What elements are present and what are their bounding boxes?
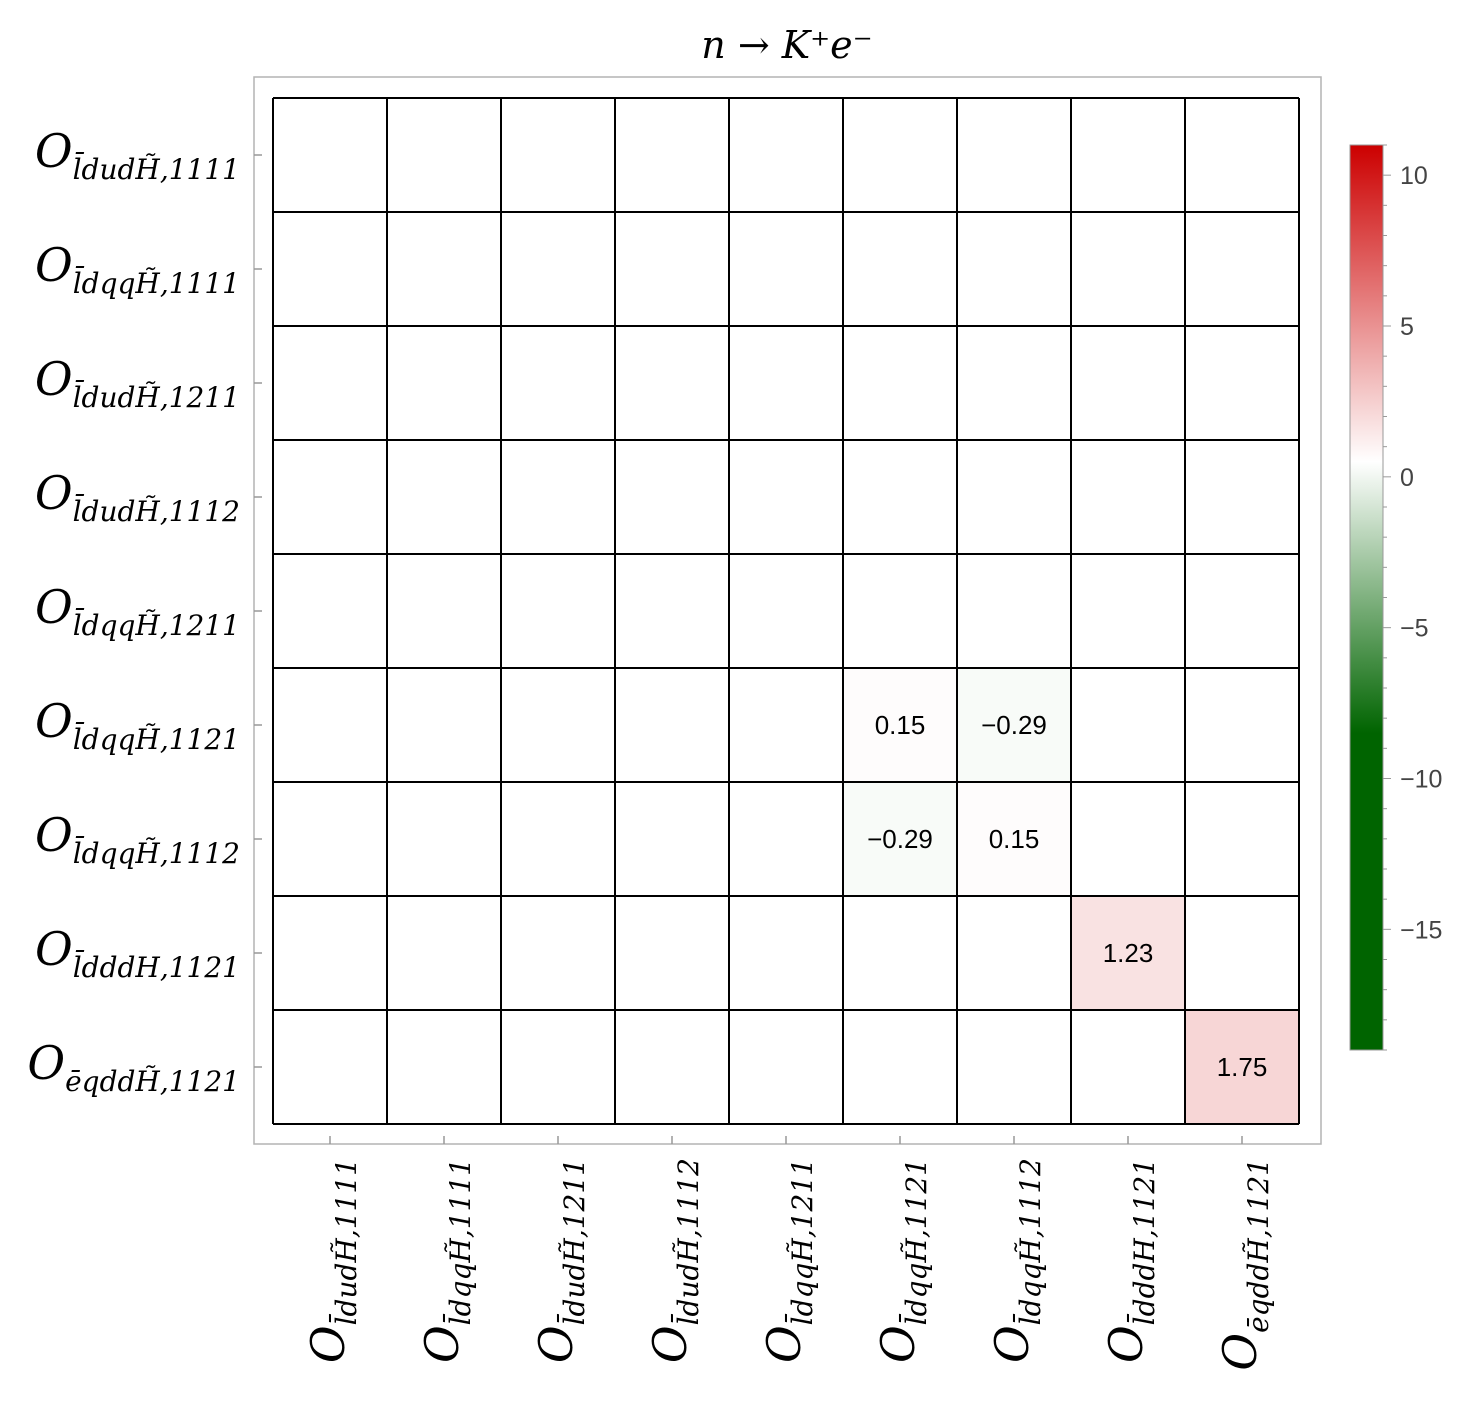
row-label-3: Ol̄dudH̃,1112: [35, 466, 240, 528]
cell-value-label: 1.75: [1217, 1052, 1268, 1082]
colorbar-tick-label: 10: [1400, 162, 1428, 190]
chart-title: n → K⁺e⁻: [701, 23, 872, 67]
row-label-7: Ol̄dddH,1121: [35, 922, 240, 984]
colorbar-tick-label: 0: [1400, 464, 1414, 492]
row-label-sub: l̄dqqH̃,1121: [73, 721, 240, 756]
row-label-8: OēqddH̃,1121: [27, 1036, 240, 1098]
heatmap-cell-r5-c6: [957, 668, 1071, 782]
row-label-sub: l̄dudH̃,1112: [73, 493, 240, 528]
row-label-main: O: [35, 808, 73, 862]
column-label-sub: l̄dqqH̃,1211: [784, 1158, 819, 1325]
row-label-sub: l̄dudH̃,1111: [73, 151, 240, 186]
row-label-main: O: [35, 124, 73, 178]
heatmap-grid: [272, 97, 1300, 1125]
column-label-main: O: [1099, 1325, 1153, 1363]
column-label-2: Ol̄dudH̃,1211: [529, 1158, 591, 1363]
heatmap-cell-r5-c5: [843, 668, 957, 782]
column-label-5: Ol̄dqqH̃,1121: [871, 1158, 933, 1363]
row-label-main: O: [35, 580, 73, 634]
cell-value-label: 0.15: [875, 710, 926, 740]
column-label-6: Ol̄dqqH̃,1112: [985, 1158, 1047, 1363]
colorbar-tick-label: −15: [1400, 916, 1442, 944]
row-label-sub: l̄dqqH̃,1111: [73, 265, 240, 300]
column-label-main: O: [1213, 1333, 1267, 1371]
colorbar-gradient: [1349, 144, 1384, 1051]
column-label-sub: l̄dqqH̃,1112: [1012, 1158, 1047, 1325]
column-label-4: Ol̄dqqH̃,1211: [757, 1158, 819, 1363]
row-label-4: Ol̄dqqH̃,1211: [35, 580, 240, 642]
row-label-sub: l̄dqqH̃,1211: [73, 607, 240, 642]
column-label-sub: l̄dudH̃,1211: [556, 1158, 591, 1325]
row-label-6: Ol̄dqqH̃,1112: [35, 808, 240, 870]
row-label-5: Ol̄dqqH̃,1121: [35, 694, 240, 756]
row-label-2: Ol̄dudH̃,1211: [35, 352, 240, 414]
column-labels: Ol̄dudH̃,1111Ol̄dqqH̃,1111Ol̄dudH̃,1211O…: [301, 1136, 1275, 1371]
row-label-sub: l̄dddH,1121: [73, 949, 240, 984]
row-label-sub: ēqddH̃,1121: [65, 1065, 240, 1098]
row-label-main: O: [35, 694, 73, 748]
column-label-sub: l̄dudH̃,1112: [670, 1158, 705, 1325]
cell-labels: 0.15 −0.29 −0.29 0.15 1.23 1.75: [867, 710, 1267, 1082]
column-label-8: OēqddH̃,1121: [1213, 1158, 1275, 1371]
column-label-main: O: [757, 1325, 811, 1363]
row-label-0: Ol̄dudH̃,1111: [35, 124, 240, 186]
heatmap-cell-r6-c5: [843, 782, 957, 896]
column-label-main: O: [985, 1325, 1039, 1363]
column-label-sub: l̄dddH,1121: [1126, 1158, 1161, 1325]
heatmap-cell-r7-c7: [1071, 896, 1185, 1010]
cell-value-label: −0.29: [867, 824, 933, 854]
row-label-main: O: [35, 922, 73, 976]
cell-value-label: −0.29: [981, 710, 1047, 740]
column-label-main: O: [301, 1325, 355, 1363]
row-label-main: O: [35, 238, 73, 292]
row-label-main: O: [27, 1036, 65, 1090]
column-label-main: O: [643, 1325, 697, 1363]
cell-value-label: 0.15: [989, 824, 1040, 854]
colorbar: 10 5 0 −5 −10 −15: [1349, 144, 1442, 1051]
heatmap-cell-r6-c6: [957, 782, 1071, 896]
row-label-main: O: [35, 352, 73, 406]
row-labels: Ol̄dudH̃,1111Ol̄dqqH̃,1111Ol̄dudH̃,1211O…: [27, 124, 262, 1098]
column-label-sub: ēqddH̃,1121: [1242, 1158, 1275, 1333]
colorbar-tick-label: −10: [1400, 766, 1442, 794]
cell-value-label: 1.23: [1103, 938, 1154, 968]
heatmap-cells: [843, 668, 1299, 1124]
row-label-main: O: [35, 466, 73, 520]
column-label-sub: l̄dudH̃,1111: [328, 1158, 363, 1325]
column-label-sub: l̄dqqH̃,1121: [898, 1158, 933, 1325]
column-label-0: Ol̄dudH̃,1111: [301, 1158, 363, 1363]
row-label-1: Ol̄dqqH̃,1111: [35, 238, 240, 300]
colorbar-tick-label: 5: [1400, 313, 1414, 341]
column-label-main: O: [871, 1325, 925, 1363]
column-label-7: Ol̄dddH,1121: [1099, 1158, 1161, 1363]
row-label-sub: l̄dqqH̃,1112: [73, 835, 240, 870]
column-label-1: Ol̄dqqH̃,1111: [415, 1158, 477, 1363]
column-label-sub: l̄dqqH̃,1111: [442, 1158, 477, 1325]
column-label-main: O: [415, 1325, 469, 1363]
colorbar-tick-label: −5: [1400, 615, 1429, 643]
column-label-main: O: [529, 1325, 583, 1363]
column-label-3: Ol̄dudH̃,1112: [643, 1158, 705, 1363]
heatmap-cell-r8-c8: [1185, 1010, 1299, 1124]
row-label-sub: l̄dudH̃,1211: [73, 379, 240, 414]
